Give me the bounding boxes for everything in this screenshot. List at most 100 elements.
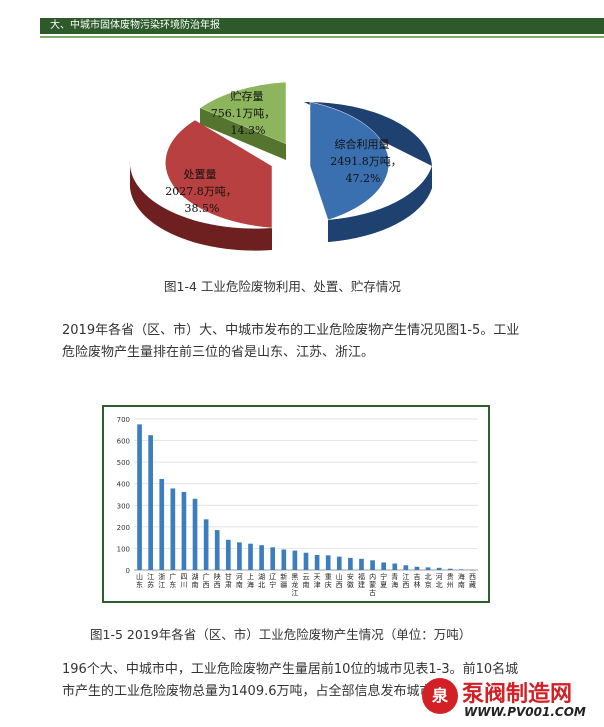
pie-label-utilization-pct: 47.2% [346,172,381,185]
y-tick-label: 200 [117,524,130,532]
x-tick-label: 内蒙古 [369,572,376,597]
x-tick-label: 安徽 [347,572,354,589]
bar [425,567,431,570]
x-tick-label: 山东 [136,572,143,589]
report-header-bar: 大、中城市固体废物污染环境防治年报 [40,18,604,38]
y-tick-label: 100 [117,545,130,553]
watermark-title: 泵阀制造网 [462,682,573,707]
pie-label-disposal-value: 2027.8万吨， [165,185,237,198]
bar [359,558,364,570]
bar [403,565,409,570]
bar [436,567,442,570]
bar [325,555,331,570]
y-tick-label: 0 [126,567,130,575]
bar [148,435,153,570]
bar [192,498,198,570]
bar [214,530,220,570]
watermark-logo-icon: 泉 [422,678,458,714]
x-tick-label: 青海 [391,572,398,589]
pie-slice-depth-disposal [129,160,272,251]
x-tick-label: 江西 [402,573,409,589]
bar [414,566,420,570]
bar [203,519,209,570]
x-tick-label: 浙江 [158,572,165,589]
x-tick-label: 新疆 [280,572,287,589]
pie-label-storage-value: 756.1万吨， [211,107,276,120]
bar [259,545,264,570]
x-tick-label: 上海 [247,572,254,589]
pie-slice-depth-utilization-front [328,166,432,242]
x-tick-label: 福建 [358,572,365,589]
y-tick-label: 400 [117,481,130,489]
paragraph1-line2: 危险废物产生量排在前三位的省是山东、江苏、浙江。 [62,345,375,360]
figure4-caption: 图1-4 工业危险废物利用、处置、贮存情况 [164,279,401,294]
paragraph2-line1: 196个大、中城市中，工业危险废物产生量居前10位的城市见表1-3。前10名城 [62,662,519,677]
x-tick-label: 重庆 [325,573,332,589]
pie-label-disposal-name: 处置量 [184,168,217,181]
pie-label-storage-pct: 14.3% [231,124,266,137]
x-tick-label: 北京 [425,573,432,589]
paragraph2-line2: 市产生的工业危险废物总量为1409.6万吨，占全部信息发布城市产 [62,684,446,699]
pie-slice-storage [199,81,287,145]
y-tick-label: 600 [117,438,130,446]
bar-chart: 0 100 200 300 400 500 600 700 山东江苏浙江广东四川湖南广西陕西甘肃… [117,416,478,597]
pie-label-utilization-value: 2491.8万吨， [330,155,402,168]
pie-slice-disposal [165,119,273,229]
x-tick-label: 江苏 [147,573,154,589]
pie-slice-utilization [309,101,390,221]
bar [225,539,231,570]
bar [392,563,398,570]
pie-depth [129,101,432,251]
bar [348,557,353,570]
pie-label-utilization-name: 综合利用量 [335,137,390,151]
bar [303,552,309,570]
watermark: 泉 泵阀制造网 WWW.PV001.COM [418,672,604,727]
x-tick-label: 辽宁 [269,573,276,589]
bar [459,569,464,570]
paragraph1-line1: 2019年各省（区、市）大、中城市发布的工业危险废物产生情况见图1-5。工业 [62,323,520,338]
bar [248,543,253,570]
x-tick-label: 贵州 [447,572,454,589]
figure5-caption: 图1-5 2019年各省（区、市）工业危险废物产生情况（单位：万吨） [90,627,472,642]
x-tick-label: 海南 [458,572,465,589]
pie-label-disposal-pct: 38.5% [185,202,220,215]
x-tick-label: 四川 [180,573,187,589]
x-tick-label: 天津 [314,573,321,589]
bar [470,569,475,571]
x-tick-label: 河南 [236,573,243,589]
x-tick-label: 湖北 [258,572,265,589]
x-tick-label: 甘肃 [225,572,232,589]
bar [237,542,242,570]
x-tick-label: 西藏 [469,573,476,589]
bar [314,554,320,570]
bar [370,560,375,570]
x-tick-label: 河北 [436,573,443,589]
x-tick-label: 吉林 [413,573,420,589]
bar [137,424,142,570]
bar [336,556,342,570]
bar [381,562,387,570]
x-tick-label: 山西 [336,572,343,589]
pie-chart: 贮存量 756.1万吨， 14.3% 综合利用量 2491.8万吨， 47.2%… [129,81,432,251]
bar [181,491,187,570]
bar [292,550,298,570]
bar [270,547,276,570]
bar [170,488,176,570]
watermark-url: WWW.PV001.COM [464,705,586,719]
x-tick-label: 黑龙江 [291,573,298,597]
y-tick-label: 700 [117,416,130,424]
bar [159,478,165,570]
bar [281,549,287,570]
bar [447,568,453,570]
x-tick-label: 广西 [203,572,210,589]
pie-label-storage-name: 贮存量 [231,89,264,103]
y-tick-label: 300 [117,502,130,510]
x-tick-label: 广东 [169,572,176,589]
x-tick-label: 湖南 [192,572,199,589]
bar-chart-frame: 0 100 200 300 400 500 600 700 山东 江苏 浙江 广东 四川 湖南 广西 陕西 甘肃… [102,405,490,603]
x-tick-label: 陕西 [214,572,221,589]
x-tick-label: 云南 [303,573,310,589]
report-header-title: 大、中城市固体废物污染环境防治年报 [50,20,220,31]
x-tick-label: 宁夏 [380,572,387,589]
y-tick-label: 500 [117,459,130,467]
